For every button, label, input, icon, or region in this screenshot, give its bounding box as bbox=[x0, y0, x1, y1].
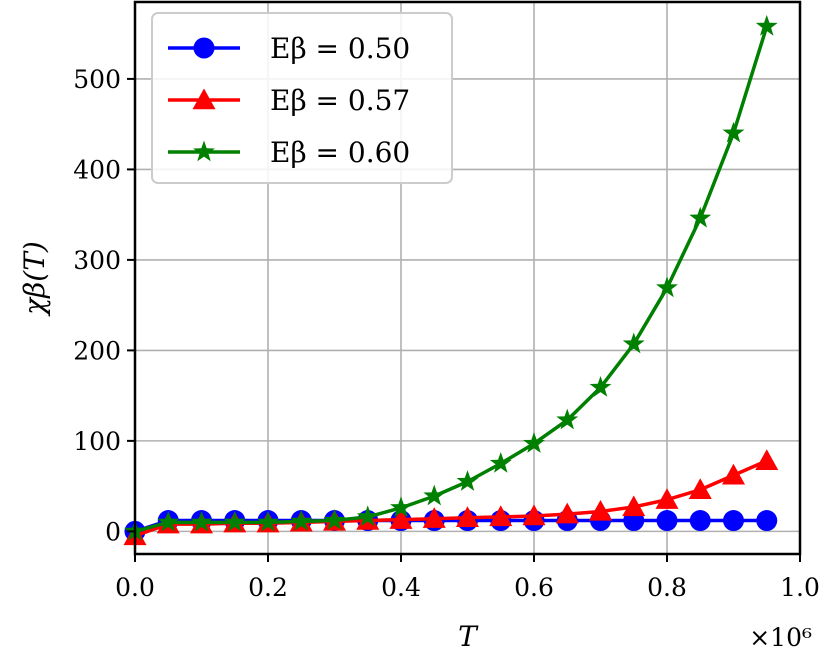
data-point bbox=[689, 510, 711, 532]
data-point bbox=[722, 121, 745, 143]
x-tick-label: 0.2 bbox=[248, 573, 288, 602]
legend-label: Eβ = 0.57 bbox=[270, 84, 410, 117]
data-point bbox=[688, 478, 712, 499]
legend-marker bbox=[192, 88, 216, 110]
legend: Eβ = 0.50 Eβ = 0.57 Eβ = 0.60 bbox=[151, 12, 453, 184]
data-point bbox=[622, 495, 646, 517]
data-point bbox=[723, 510, 744, 532]
plot-frame bbox=[133, 0, 802, 556]
data-point bbox=[755, 449, 779, 470]
x-tick-label: 1.0 bbox=[780, 573, 820, 602]
axis-ticks: 0.0 0.2 0.4 0.6 0.8 1.0 0 100 200 300 400 500 bbox=[73, 65, 820, 602]
legend-label: Eβ = 0.60 bbox=[270, 136, 410, 169]
legend-box bbox=[151, 12, 453, 184]
data-point bbox=[323, 509, 346, 530]
data-point bbox=[589, 499, 612, 521]
data-point bbox=[489, 452, 512, 473]
data-point bbox=[722, 463, 745, 485]
legend-label: Eβ = 0.50 bbox=[270, 32, 410, 65]
x-tick-label: 0.8 bbox=[647, 573, 687, 602]
data-point bbox=[656, 510, 678, 532]
series-circle bbox=[124, 510, 778, 542]
y-tick-label: 400 bbox=[73, 155, 121, 184]
data-point bbox=[555, 502, 579, 524]
data-point bbox=[223, 510, 246, 532]
data-point bbox=[290, 509, 313, 531]
data-point bbox=[257, 510, 279, 532]
data-point bbox=[456, 470, 479, 491]
data-point bbox=[689, 206, 712, 228]
data-point bbox=[389, 508, 413, 529]
series-star bbox=[124, 14, 778, 541]
data-point bbox=[556, 408, 579, 430]
data-point bbox=[755, 14, 778, 36]
y-tick-label: 500 bbox=[73, 65, 121, 94]
x-axis-multiplier: ×10⁶ bbox=[749, 623, 812, 652]
data-point bbox=[589, 376, 612, 397]
y-axis-label: χβ(T) bbox=[18, 241, 51, 317]
y-tick-label: 300 bbox=[73, 246, 121, 275]
legend-marker bbox=[193, 140, 215, 162]
data-point bbox=[390, 496, 412, 518]
y-tick-label: 0 bbox=[105, 517, 121, 546]
x-tick-label: 0.6 bbox=[514, 573, 554, 602]
x-axis-label: T bbox=[458, 620, 479, 653]
series-layer bbox=[123, 14, 779, 546]
data-point bbox=[522, 504, 546, 526]
data-point bbox=[157, 510, 180, 532]
x-tick-label: 0.4 bbox=[381, 573, 421, 602]
data-point bbox=[656, 276, 678, 298]
data-point bbox=[622, 332, 645, 354]
y-tick-label: 100 bbox=[73, 427, 121, 456]
data-point bbox=[489, 505, 513, 527]
data-point bbox=[356, 505, 379, 527]
x-tick-label: 0.0 bbox=[115, 573, 155, 602]
legend-marker bbox=[193, 37, 215, 59]
data-point bbox=[456, 506, 479, 528]
data-point bbox=[423, 484, 446, 506]
data-point bbox=[756, 510, 778, 532]
data-point bbox=[523, 432, 545, 453]
y-tick-label: 200 bbox=[73, 336, 121, 365]
data-point bbox=[655, 488, 679, 509]
data-point bbox=[422, 507, 446, 528]
data-point bbox=[190, 510, 213, 532]
